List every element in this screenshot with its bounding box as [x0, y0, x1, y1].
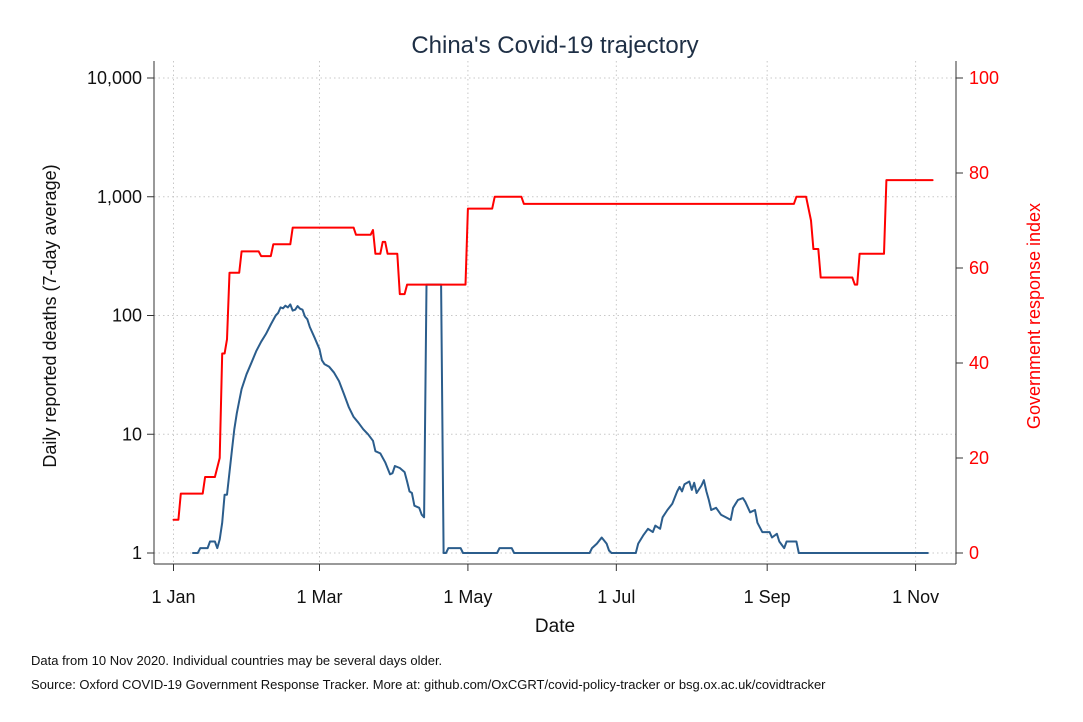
grid-layer [154, 61, 956, 564]
chart-svg: 1 10 100 1,000 10,000 0 20 40 60 80 100 1 Jan 1 Mar 1… [40, 32, 1044, 637]
y-right-axis-label: Government response index [1024, 203, 1044, 429]
source-note: Source: Oxford COVID-19 Government Respo… [31, 677, 826, 692]
y-left-tick-label: 1,000 [97, 187, 142, 207]
y-left-tick-label: 10,000 [87, 68, 142, 88]
y-right-tick-label: 60 [969, 258, 989, 278]
y-left-tick-label: 1 [132, 543, 142, 563]
response-index-series-line [172, 179, 934, 521]
y-right-tick-label: 80 [969, 163, 989, 183]
x-tick-label: 1 May [443, 587, 492, 607]
y-left-tick-label: 10 [122, 424, 142, 444]
x-tick-label: 1 Nov [892, 587, 939, 607]
x-tick-label: 1 Sep [744, 587, 791, 607]
y-right-tick-label: 20 [969, 448, 989, 468]
y-right-tick-label: 0 [969, 543, 979, 563]
x-tick-label: 1 Jul [597, 587, 635, 607]
axis-layer: 1 10 100 1,000 10,000 0 20 40 60 80 100 1 Jan 1 Mar 1… [87, 61, 999, 607]
chart-title: China's Covid-19 trajectory [411, 32, 698, 59]
y-right-tick-label: 100 [969, 68, 999, 88]
deaths-series-line [192, 283, 929, 554]
y-left-tick-label: 100 [112, 306, 142, 326]
y-left-axis-label: Daily reported deaths (7-day average) [40, 164, 60, 467]
x-axis-label: Date [535, 616, 575, 637]
x-tick-label: 1 Mar [296, 587, 342, 607]
y-right-tick-label: 40 [969, 353, 989, 373]
data-date-note: Data from 10 Nov 2020. Individual countr… [31, 653, 443, 668]
series-layer [172, 179, 934, 554]
x-tick-label: 1 Jan [151, 587, 195, 607]
